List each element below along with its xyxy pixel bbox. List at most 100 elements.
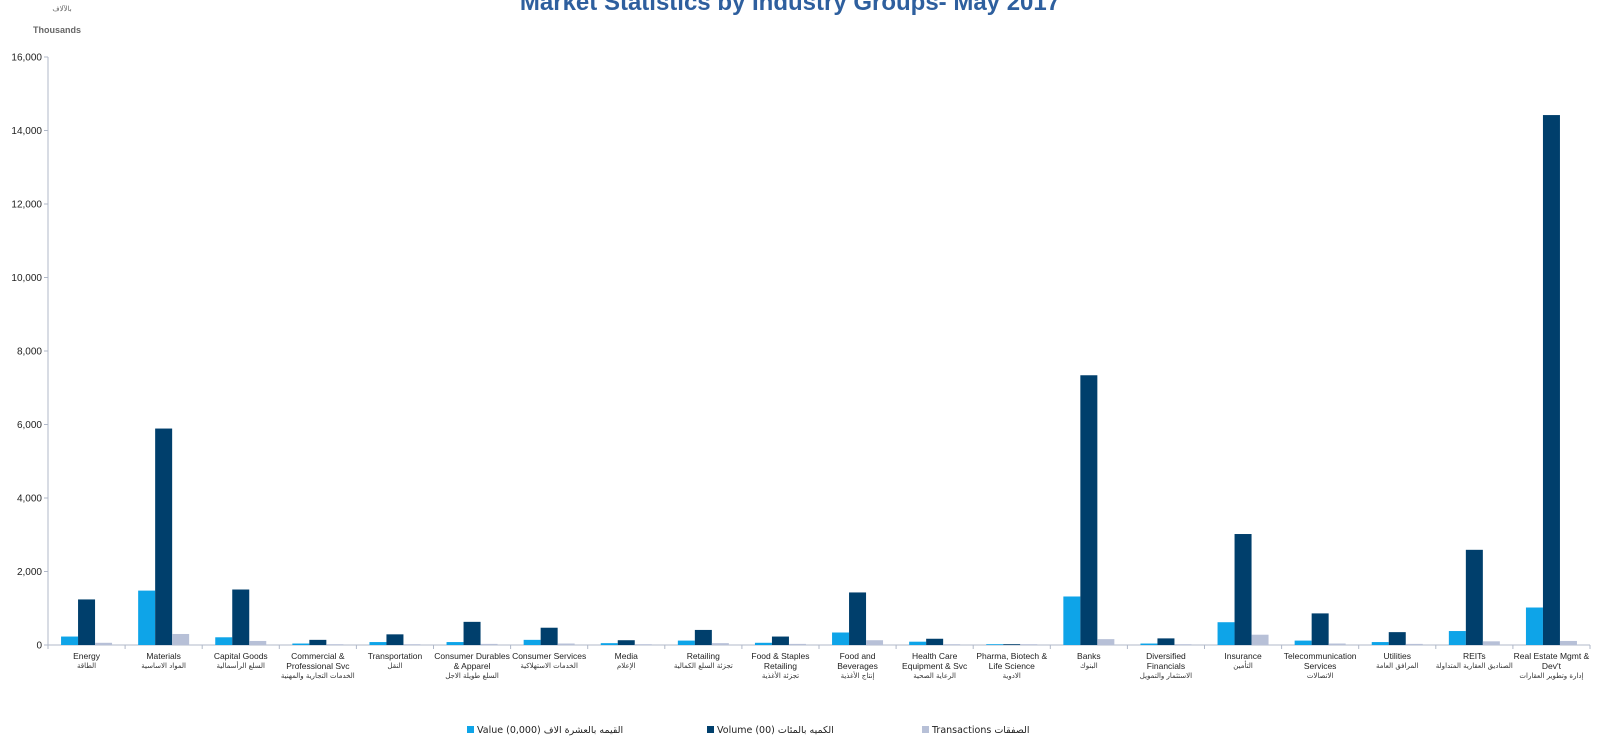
- category-label-arabic: الصناديق العقارية المتداولة: [1436, 662, 1513, 670]
- bar: [463, 621, 481, 645]
- category-label: Retailing: [764, 661, 797, 671]
- y-tick-label: 0: [36, 641, 42, 652]
- bar: [1482, 641, 1500, 645]
- bar: [1174, 644, 1192, 645]
- bar: [849, 592, 867, 645]
- bar: [1328, 643, 1346, 645]
- bar: [1465, 549, 1483, 645]
- bar: [1251, 634, 1269, 645]
- category-label-arabic: التأمين: [1233, 660, 1253, 670]
- bar: [309, 639, 327, 645]
- bar: [557, 643, 575, 645]
- bar: [403, 644, 421, 645]
- category-label-arabic: الادوية: [1003, 672, 1021, 680]
- category-label-arabic: الاتصالات: [1307, 672, 1334, 680]
- category-label: Financials: [1147, 661, 1185, 671]
- category-label: Health Care: [912, 651, 958, 661]
- legend-label: Volume (00) الكميه بالمئات: [717, 725, 834, 736]
- category-label-arabic: المواد الاساسية: [141, 662, 186, 670]
- bar: [1217, 622, 1235, 645]
- category-label: Consumer Services: [512, 651, 586, 661]
- bar: [1234, 534, 1252, 645]
- bar: [771, 636, 789, 645]
- category-label-arabic: المرافق العامة: [1376, 662, 1418, 670]
- bar: [1080, 375, 1098, 645]
- category-label-arabic: الإعلام: [617, 662, 636, 670]
- category-label: REITs: [1463, 651, 1486, 661]
- bar: [1311, 613, 1329, 645]
- bar: [155, 428, 173, 645]
- bar: [215, 637, 233, 645]
- category-label: Utilities: [1384, 651, 1411, 661]
- category-label-arabic: الاستثمار والتمويل: [1140, 672, 1192, 680]
- category-label: Food & Staples: [751, 651, 809, 661]
- category-label: Diversified: [1146, 651, 1186, 661]
- category-label-arabic: تجزئة الأغذية: [762, 671, 799, 680]
- bar: [172, 633, 190, 645]
- bar: [480, 643, 498, 645]
- y-tick-label: 14,000: [11, 126, 42, 137]
- bar: [292, 643, 310, 645]
- category-label-arabic: السلع الرأسمالية: [216, 661, 265, 670]
- bar: [711, 643, 729, 645]
- bar: [754, 642, 772, 645]
- y-tick-label: 6,000: [17, 420, 42, 431]
- bar: [1097, 639, 1115, 645]
- bar: [138, 590, 156, 645]
- bar: [1542, 115, 1560, 645]
- y-tick-label: 10,000: [11, 273, 42, 284]
- category-label: Banks: [1077, 651, 1101, 661]
- y-tick-label: 4,000: [17, 494, 42, 505]
- bar: [249, 640, 267, 645]
- legend-swatch: [707, 726, 714, 733]
- category-label: Beverages: [837, 661, 878, 671]
- category-label: Materials: [146, 651, 180, 661]
- category-label: Consumer Durables: [434, 651, 510, 661]
- category-label: Insurance: [1224, 651, 1262, 661]
- category-label: & Apparel: [454, 661, 491, 671]
- bar: [600, 643, 618, 645]
- category-label: Transportation: [368, 651, 423, 661]
- bar: [677, 640, 695, 645]
- category-label: Telecommunication: [1284, 651, 1357, 661]
- category-label-arabic: الخدمات الاستهلاكية: [520, 662, 578, 670]
- category-label: Food and: [840, 651, 876, 661]
- legend-label: Value (0,000) القيمه بالعشرة الاف: [477, 725, 623, 736]
- bar: [1371, 642, 1389, 645]
- bar: [1559, 640, 1577, 645]
- category-label: Commercial &: [291, 651, 345, 661]
- category-label: Retailing: [687, 651, 720, 661]
- category-label-arabic: السلع طويلة الاجل: [445, 672, 499, 680]
- bar: [540, 627, 558, 645]
- bar: [832, 632, 850, 645]
- bar: [617, 640, 635, 645]
- legend-label: Transactions الصفقات: [931, 725, 1030, 736]
- category-label: Real Estate Mgmt &: [1514, 651, 1590, 661]
- category-label: Services: [1304, 661, 1337, 671]
- category-label: Capital Goods: [214, 651, 268, 661]
- category-label-arabic: الخدمات التجارية والمهنية: [281, 672, 355, 680]
- bar: [1405, 643, 1423, 645]
- chart-title: Market Statistics by Industry Groups- Ma…: [520, 0, 1060, 16]
- axes: 0 2,000 4,000 6,000 8,000 10,000 12,000 14,000 1…: [11, 53, 1591, 652]
- bar: [326, 644, 344, 645]
- category-label-arabic: الرعاية الصحية: [913, 672, 956, 680]
- unit-label-arabic: بالآلاف: [52, 4, 71, 13]
- bar: [232, 589, 250, 645]
- y-tick-label: 2,000: [17, 567, 42, 578]
- bar: [61, 636, 79, 645]
- legend-swatch: [467, 726, 474, 733]
- bar: [1157, 638, 1175, 645]
- category-label: Pharma, Biotech &: [976, 651, 1047, 661]
- category-label-arabic: إدارة وتطوير العقارات: [1519, 672, 1583, 680]
- category-label-arabic: البنوك: [1080, 662, 1098, 670]
- bar: [1294, 640, 1312, 645]
- category-label: Equipment & Svc: [902, 661, 968, 671]
- category-label: Professional Svc: [286, 661, 350, 671]
- bar: [369, 642, 387, 645]
- bar: [866, 640, 884, 645]
- category-label-arabic: تجزئة السلع الكمالية: [674, 662, 733, 670]
- bar: [386, 634, 404, 645]
